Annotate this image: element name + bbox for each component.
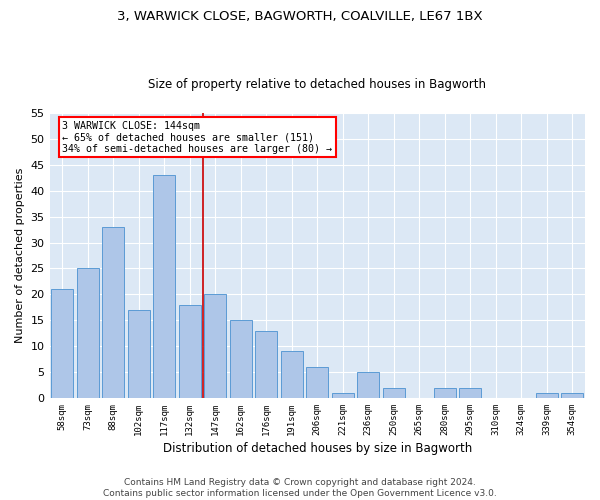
Bar [52,289,73,398]
Bar [536,393,557,398]
X-axis label: Distribution of detached houses by size in Bagworth: Distribution of detached houses by size … [163,442,472,455]
Bar [307,367,328,398]
Text: 3, WARWICK CLOSE, BAGWORTH, COALVILLE, LE67 1BX: 3, WARWICK CLOSE, BAGWORTH, COALVILLE, L… [117,10,483,23]
Bar [103,227,124,398]
Bar [256,330,277,398]
Bar [179,304,200,398]
Bar [562,393,583,398]
Bar [77,268,98,398]
Bar [230,320,251,398]
Y-axis label: Number of detached properties: Number of detached properties [15,168,25,343]
Bar [128,310,149,398]
Bar [383,388,404,398]
Bar [154,175,175,398]
Text: 3 WARWICK CLOSE: 144sqm
← 65% of detached houses are smaller (151)
34% of semi-d: 3 WARWICK CLOSE: 144sqm ← 65% of detache… [62,121,332,154]
Bar [460,388,481,398]
Bar [434,388,455,398]
Bar [358,372,379,398]
Bar [332,393,353,398]
Text: Contains HM Land Registry data © Crown copyright and database right 2024.
Contai: Contains HM Land Registry data © Crown c… [103,478,497,498]
Bar [205,294,226,398]
Bar [281,352,302,398]
Title: Size of property relative to detached houses in Bagworth: Size of property relative to detached ho… [148,78,486,91]
